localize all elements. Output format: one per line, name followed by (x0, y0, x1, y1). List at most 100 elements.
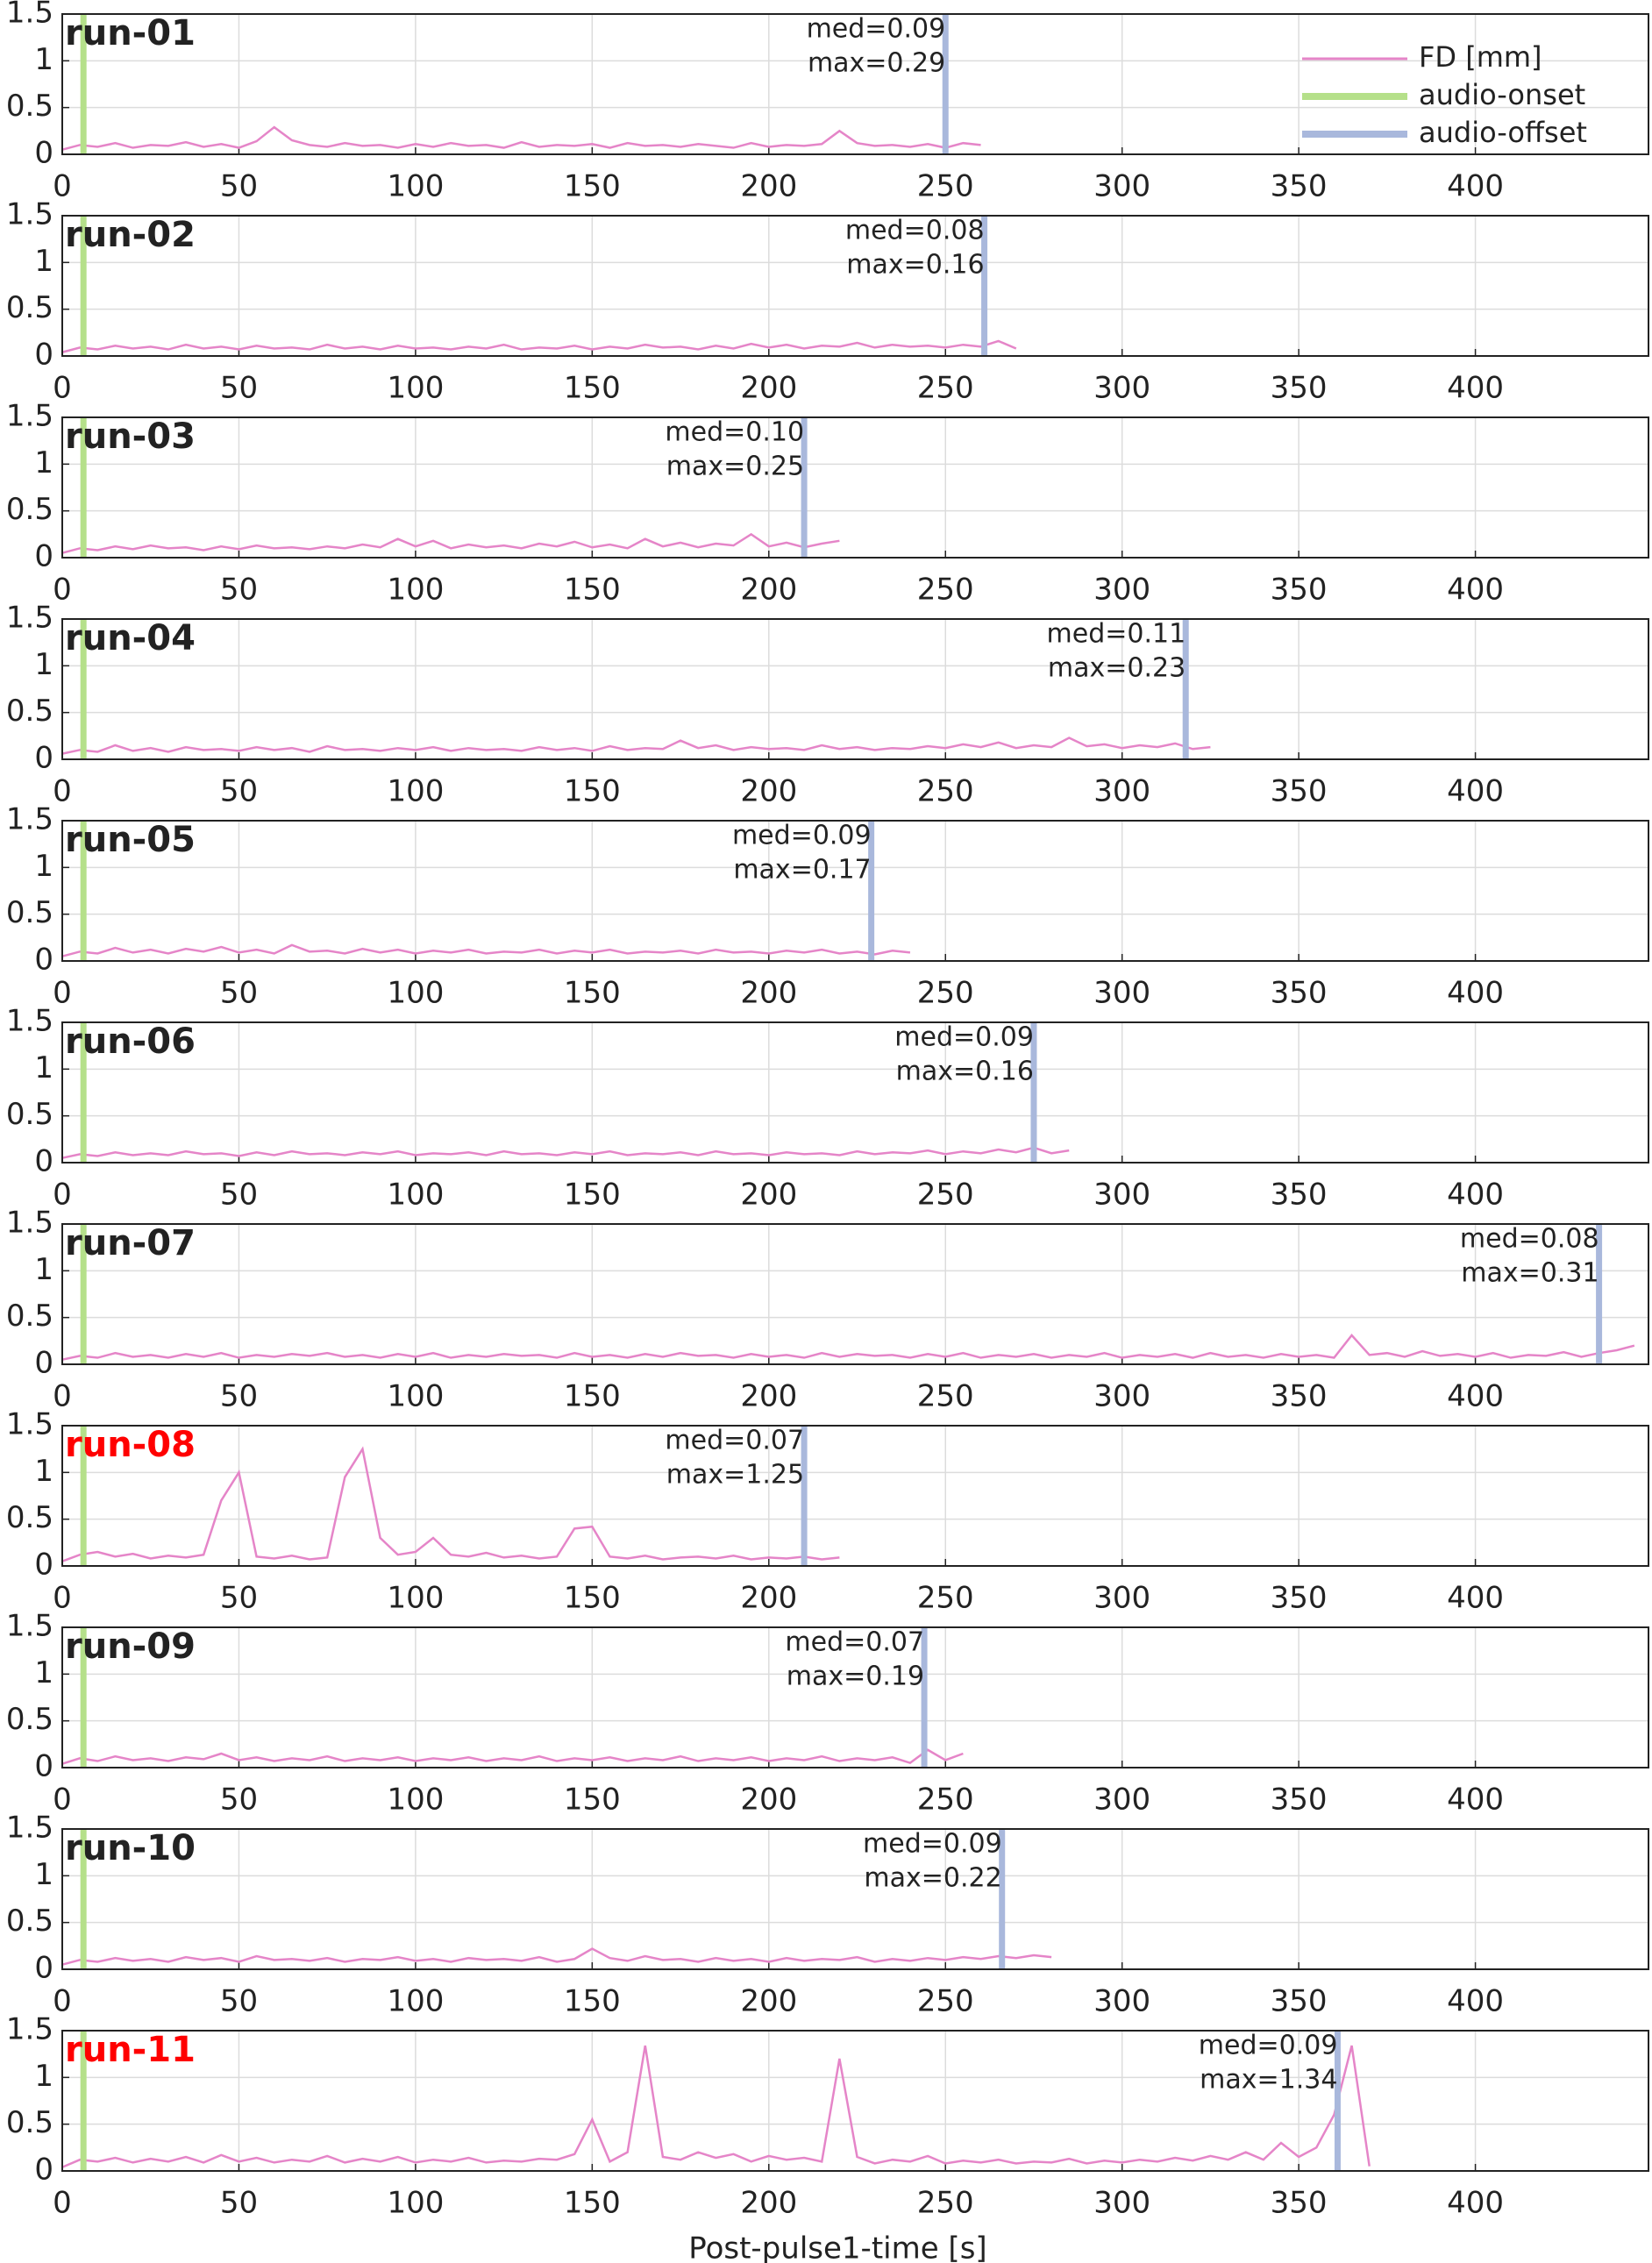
x-tick-label: 0 (53, 371, 72, 406)
panel-title: run-10 (65, 1828, 196, 1868)
panel-title: run-05 (65, 820, 196, 860)
x-tick-label: 200 (740, 2186, 797, 2221)
x-tick-label: 300 (1093, 1379, 1150, 1414)
annotation: med=0.10 (665, 417, 804, 448)
x-tick-label: 50 (220, 371, 258, 406)
x-tick-label: 300 (1093, 976, 1150, 1011)
x-tick-label: 400 (1447, 169, 1504, 204)
x-tick-label: 300 (1093, 1581, 1150, 1616)
fd-line (61, 125, 981, 151)
panel-title: run-04 (65, 618, 196, 658)
plot-frame (61, 13, 1649, 155)
y-tick-label: 0 (34, 741, 53, 776)
x-tick-label: 100 (387, 774, 444, 809)
x-tick-label: 0 (53, 1379, 72, 1414)
x-tick-label: 200 (740, 1379, 797, 1414)
x-tick-label: 250 (917, 1379, 974, 1414)
plot-frame (61, 215, 1649, 357)
x-tick-label: 100 (387, 573, 444, 608)
x-tick-label: 350 (1271, 1984, 1328, 2019)
y-tick-label: 1.5 (6, 0, 53, 31)
y-tick-label: 1 (34, 1050, 53, 1085)
x-tick-label: 0 (53, 169, 72, 204)
x-tick-label: 400 (1447, 1783, 1504, 1818)
y-tick-label: 0 (34, 1548, 53, 1583)
x-tick-label: 150 (564, 169, 621, 204)
annotation: med=0.09 (807, 14, 946, 45)
x-tick-label: 300 (1093, 774, 1150, 809)
y-tick-label: 0.5 (6, 694, 53, 729)
x-tick-label: 400 (1447, 1379, 1504, 1414)
fd-line (61, 532, 840, 554)
x-tick-label: 250 (917, 1783, 974, 1818)
fd-line (61, 1748, 964, 1765)
x-tick-label: 0 (53, 1581, 72, 1616)
y-tick-label: 0 (34, 943, 53, 978)
annotation: max=0.22 (864, 1863, 1001, 1894)
panel-title: run-09 (65, 1626, 196, 1667)
y-tick-label: 0 (34, 2153, 53, 2188)
legend-label: FD [mm] (1419, 40, 1542, 74)
plot-area (62, 1224, 1648, 1364)
legend-label: audio-onset (1419, 78, 1585, 111)
x-tick-label: 100 (387, 371, 444, 406)
x-tick-label: 150 (564, 774, 621, 809)
plot-area (62, 216, 1648, 356)
x-tick-label: 300 (1093, 1984, 1150, 2019)
y-tick-label: 0.5 (6, 290, 53, 325)
x-tick-label: 300 (1093, 2186, 1150, 2221)
y-tick-label: 1.5 (6, 2012, 53, 2047)
panel-title: run-03 (65, 416, 196, 457)
panel-title: run-08 (65, 1425, 196, 1465)
x-tick-label: 100 (387, 976, 444, 1011)
x-tick-label: 50 (220, 774, 258, 809)
x-tick-label: 200 (740, 371, 797, 406)
x-tick-label: 50 (220, 2186, 258, 2221)
x-tick-label: 100 (387, 169, 444, 204)
fd-line (61, 1446, 840, 1562)
x-tick-label: 200 (740, 1783, 797, 1818)
x-tick-label: 400 (1447, 371, 1504, 406)
x-tick-label: 400 (1447, 573, 1504, 608)
x-tick-label: 50 (220, 1379, 258, 1414)
y-tick-label: 1 (34, 647, 53, 682)
x-tick-label: 400 (1447, 1581, 1504, 1616)
plot-area (62, 821, 1648, 961)
x-tick-label: 250 (917, 1581, 974, 1616)
annotation: med=0.09 (732, 821, 872, 851)
annotation: med=0.09 (863, 1829, 1002, 1860)
x-tick-label: 50 (220, 169, 258, 204)
plot-area (62, 1829, 1648, 1969)
annotation: max=0.16 (896, 1057, 1034, 1087)
y-tick-label: 1 (34, 1655, 53, 1690)
y-tick-label: 0.5 (6, 492, 53, 527)
y-tick-label: 1.5 (6, 1609, 53, 1644)
x-tick-label: 400 (1447, 1178, 1504, 1213)
x-tick-label: 350 (1271, 169, 1328, 204)
x-tick-label: 300 (1093, 1783, 1150, 1818)
x-tick-label: 0 (53, 1984, 72, 2019)
x-tick-label: 100 (387, 1783, 444, 1818)
x-tick-label: 50 (220, 1984, 258, 2019)
fd-line (61, 1333, 1635, 1361)
x-tick-label: 150 (564, 1984, 621, 2019)
plot-frame (61, 416, 1649, 559)
x-tick-label: 100 (387, 1984, 444, 2019)
x-tick-label: 0 (53, 2186, 72, 2221)
x-tick-label: 250 (917, 573, 974, 608)
y-tick-label: 1 (34, 244, 53, 279)
x-tick-label: 350 (1271, 774, 1328, 809)
x-tick-label: 350 (1271, 1379, 1328, 1414)
y-tick-label: 0 (34, 1749, 53, 1784)
x-tick-label: 150 (564, 1178, 621, 1213)
plot-area (62, 1426, 1648, 1566)
x-tick-label: 250 (917, 169, 974, 204)
legend-label: audio-offset (1419, 116, 1587, 149)
x-tick-label: 100 (387, 2186, 444, 2221)
x-tick-label: 350 (1271, 1178, 1328, 1213)
y-tick-label: 1.5 (6, 1811, 53, 1846)
y-tick-label: 0.5 (6, 1702, 53, 1737)
fd-line (61, 1947, 1052, 1966)
x-tick-label: 0 (53, 1178, 72, 1213)
